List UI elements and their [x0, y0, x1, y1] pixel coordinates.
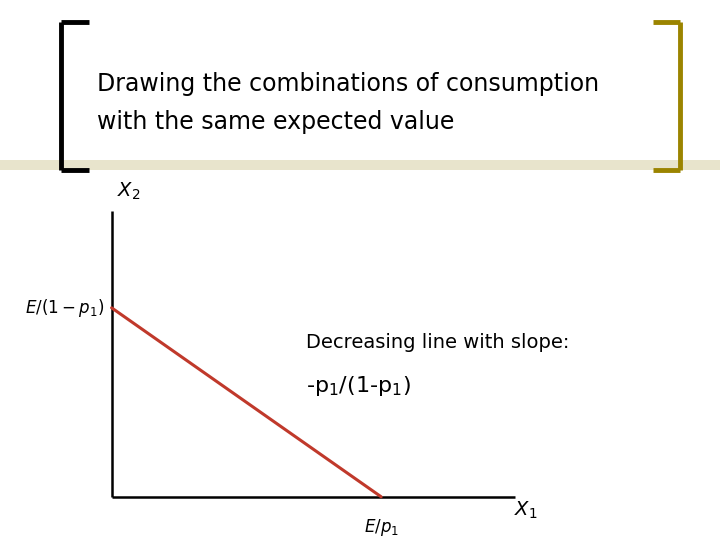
Text: Decreasing line with slope:: Decreasing line with slope: [306, 333, 570, 353]
Text: $X_1$: $X_1$ [514, 500, 537, 521]
Text: $X_2$: $X_2$ [117, 181, 141, 202]
Text: Drawing the combinations of consumption: Drawing the combinations of consumption [97, 72, 599, 96]
Text: -p$_1$/(1-p$_1$): -p$_1$/(1-p$_1$) [306, 374, 411, 398]
Text: $E/p_1$: $E/p_1$ [364, 517, 399, 538]
Bar [0, 160, 720, 170]
Text: $E/(1-p_1)$: $E/(1-p_1)$ [25, 297, 104, 319]
Text: with the same expected value: with the same expected value [97, 110, 454, 133]
